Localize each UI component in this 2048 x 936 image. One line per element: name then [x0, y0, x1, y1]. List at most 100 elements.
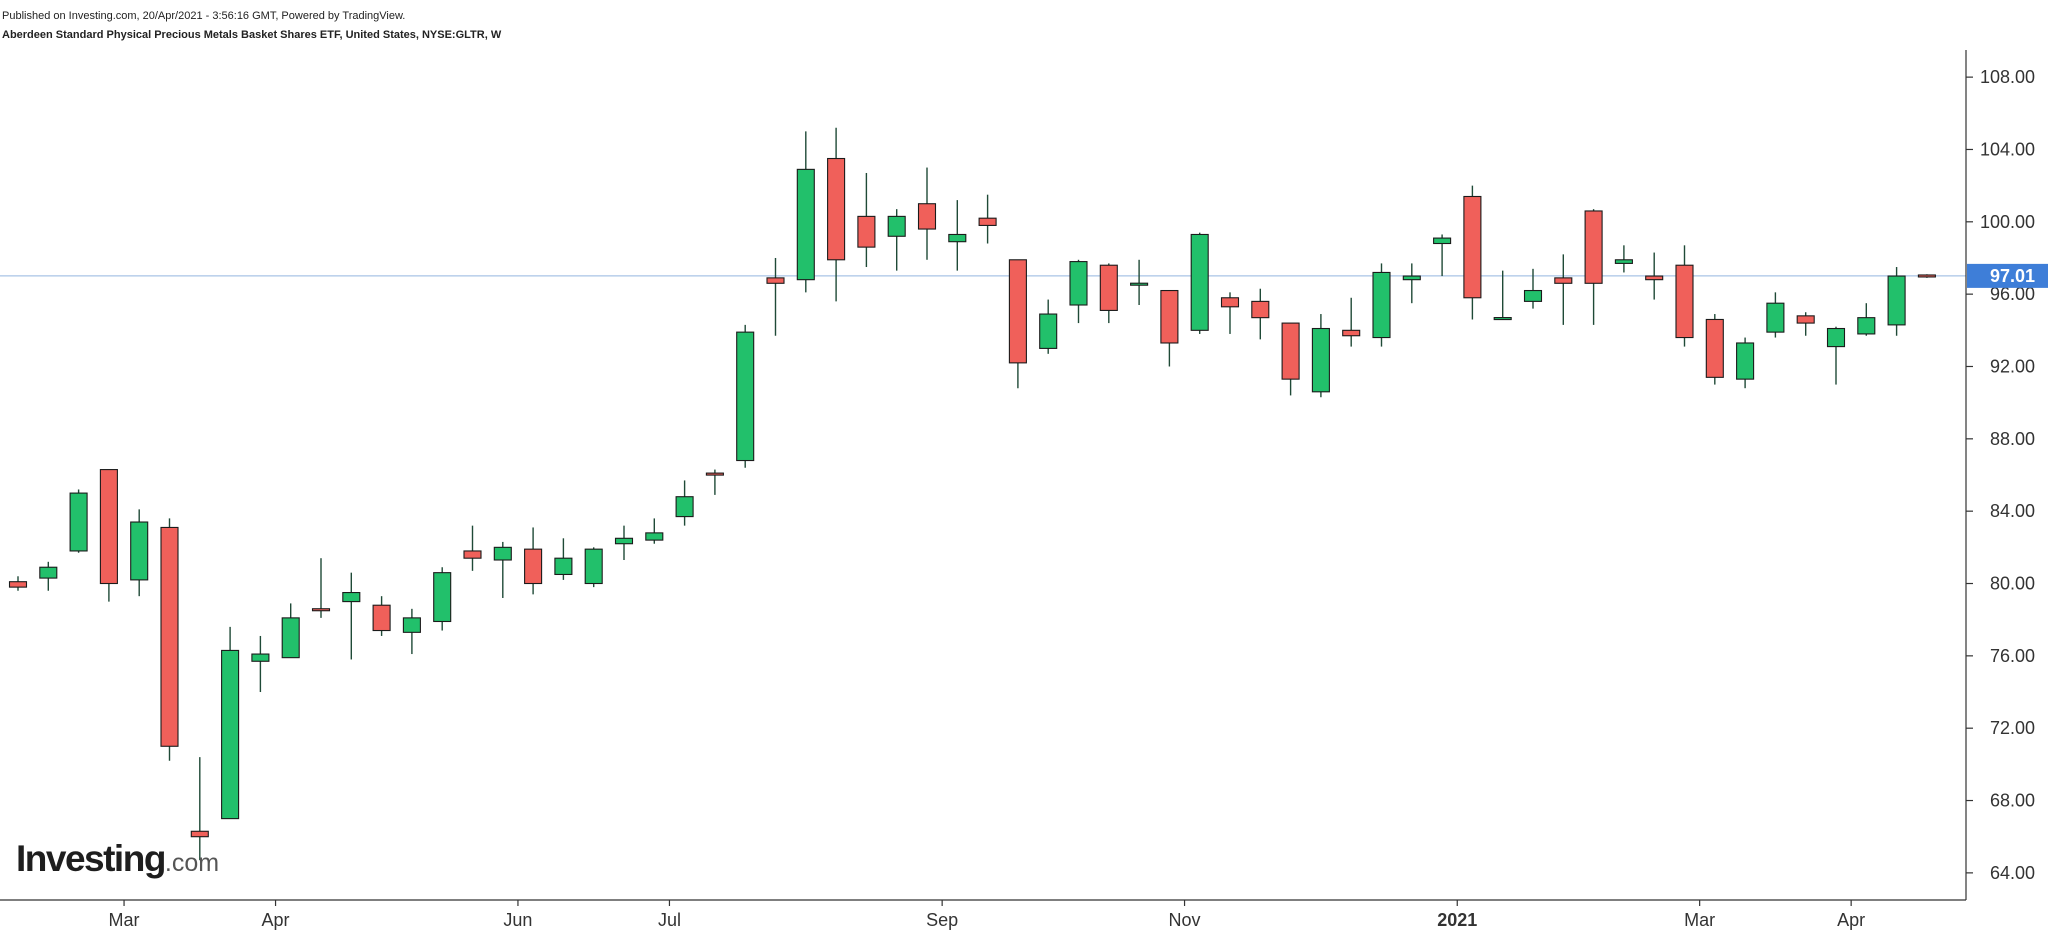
candle — [645, 518, 664, 544]
candles-layer — [8, 127, 1936, 861]
candle — [1008, 259, 1027, 389]
candle — [917, 167, 937, 260]
candle — [736, 324, 755, 468]
candle-body — [1069, 261, 1088, 306]
candle — [1675, 245, 1694, 347]
candle-body — [524, 548, 543, 585]
candle-body — [1220, 297, 1240, 308]
candle — [1584, 209, 1603, 325]
candle — [69, 489, 88, 553]
candle-body — [1039, 313, 1058, 349]
candle-body — [402, 617, 421, 633]
logo-wordmark: Investing — [16, 838, 166, 879]
investing-logo: Investing.com — [16, 838, 219, 880]
candle-body — [372, 604, 391, 632]
candle — [251, 635, 270, 693]
candle — [1887, 267, 1906, 336]
candle-body — [281, 617, 300, 659]
x-tick-label: Sep — [926, 910, 958, 930]
candle — [1917, 274, 1936, 278]
candle — [1463, 185, 1482, 320]
candle-body — [1190, 233, 1209, 331]
candle-body — [796, 168, 815, 281]
candle-body — [584, 548, 603, 585]
candle — [1039, 299, 1058, 354]
y-tick-label: 84.00 — [1990, 501, 2035, 521]
candle — [1342, 297, 1361, 347]
candle-body — [1008, 259, 1027, 364]
candle-body — [827, 157, 846, 261]
candle-body — [221, 649, 240, 820]
candle — [281, 603, 300, 659]
candle-body — [1372, 271, 1391, 339]
candle — [796, 131, 815, 293]
candle — [1736, 337, 1755, 389]
candle-body — [433, 572, 452, 623]
candle-body — [1614, 259, 1633, 264]
candle — [190, 757, 209, 861]
candle-body — [887, 215, 906, 237]
candle-body — [1342, 329, 1361, 337]
candle — [221, 626, 240, 820]
candle-body — [1281, 322, 1300, 380]
candle-body — [857, 215, 876, 248]
candle — [1311, 314, 1330, 398]
candle-body — [8, 581, 28, 588]
candle-body — [614, 537, 634, 545]
candle — [99, 469, 118, 602]
candle-body — [99, 469, 118, 585]
last-price-label: 97.01 — [1990, 266, 2035, 286]
candle — [1766, 292, 1785, 338]
candle — [1796, 312, 1815, 336]
candle — [372, 596, 391, 636]
y-tick-label: 108.00 — [1980, 67, 2035, 87]
candle — [160, 518, 179, 761]
candle-body — [1251, 300, 1270, 319]
candle-body — [645, 532, 664, 541]
y-tick-label: 100.00 — [1980, 212, 2035, 232]
candle-body — [342, 592, 361, 603]
candle — [1281, 322, 1300, 396]
candle-body — [1584, 210, 1603, 284]
candle — [8, 576, 28, 591]
candle-body — [675, 496, 694, 518]
candle-body — [1857, 317, 1876, 335]
candle — [402, 608, 421, 655]
candle — [1069, 259, 1088, 324]
candle-body — [917, 203, 937, 230]
y-tick-label: 76.00 — [1990, 646, 2035, 666]
candle-body — [463, 550, 482, 559]
candle — [463, 525, 482, 571]
axes-layer: 64.00 68.00 72.00 76.00 80.00 84.00 88.00 92.00… — [0, 50, 2035, 930]
candle — [827, 127, 846, 302]
candle-body — [69, 492, 88, 552]
candle-body — [554, 557, 573, 576]
candle — [857, 172, 876, 268]
last-price-badge — [1967, 263, 2048, 288]
publish-note: Published on Investing.com, 20/Apr/2021 … — [2, 10, 406, 22]
candle-body — [1554, 277, 1573, 284]
candle — [1433, 234, 1452, 277]
candle-body — [1311, 327, 1330, 393]
instrument-title: Aberdeen Standard Physical Precious Meta… — [2, 29, 502, 41]
candle-body — [1796, 315, 1815, 324]
candle — [1372, 263, 1391, 347]
candle — [1645, 252, 1664, 300]
x-tick-label: Nov — [1169, 910, 1201, 930]
candle-body — [1645, 275, 1664, 281]
candle-body — [1675, 264, 1694, 339]
candle-body — [1736, 342, 1755, 380]
candle — [342, 572, 361, 660]
candle-body — [948, 233, 967, 243]
candle — [948, 200, 967, 271]
candle-body — [311, 608, 331, 612]
candle-body — [1887, 275, 1906, 326]
y-tick-label: 72.00 — [1990, 718, 2035, 738]
candle-body — [1493, 317, 1512, 321]
candle — [1251, 288, 1270, 340]
candle-body — [1523, 289, 1543, 302]
last-price-badge-layer: 97.01 — [1967, 263, 2048, 288]
candle — [311, 558, 331, 618]
candle — [130, 509, 149, 597]
